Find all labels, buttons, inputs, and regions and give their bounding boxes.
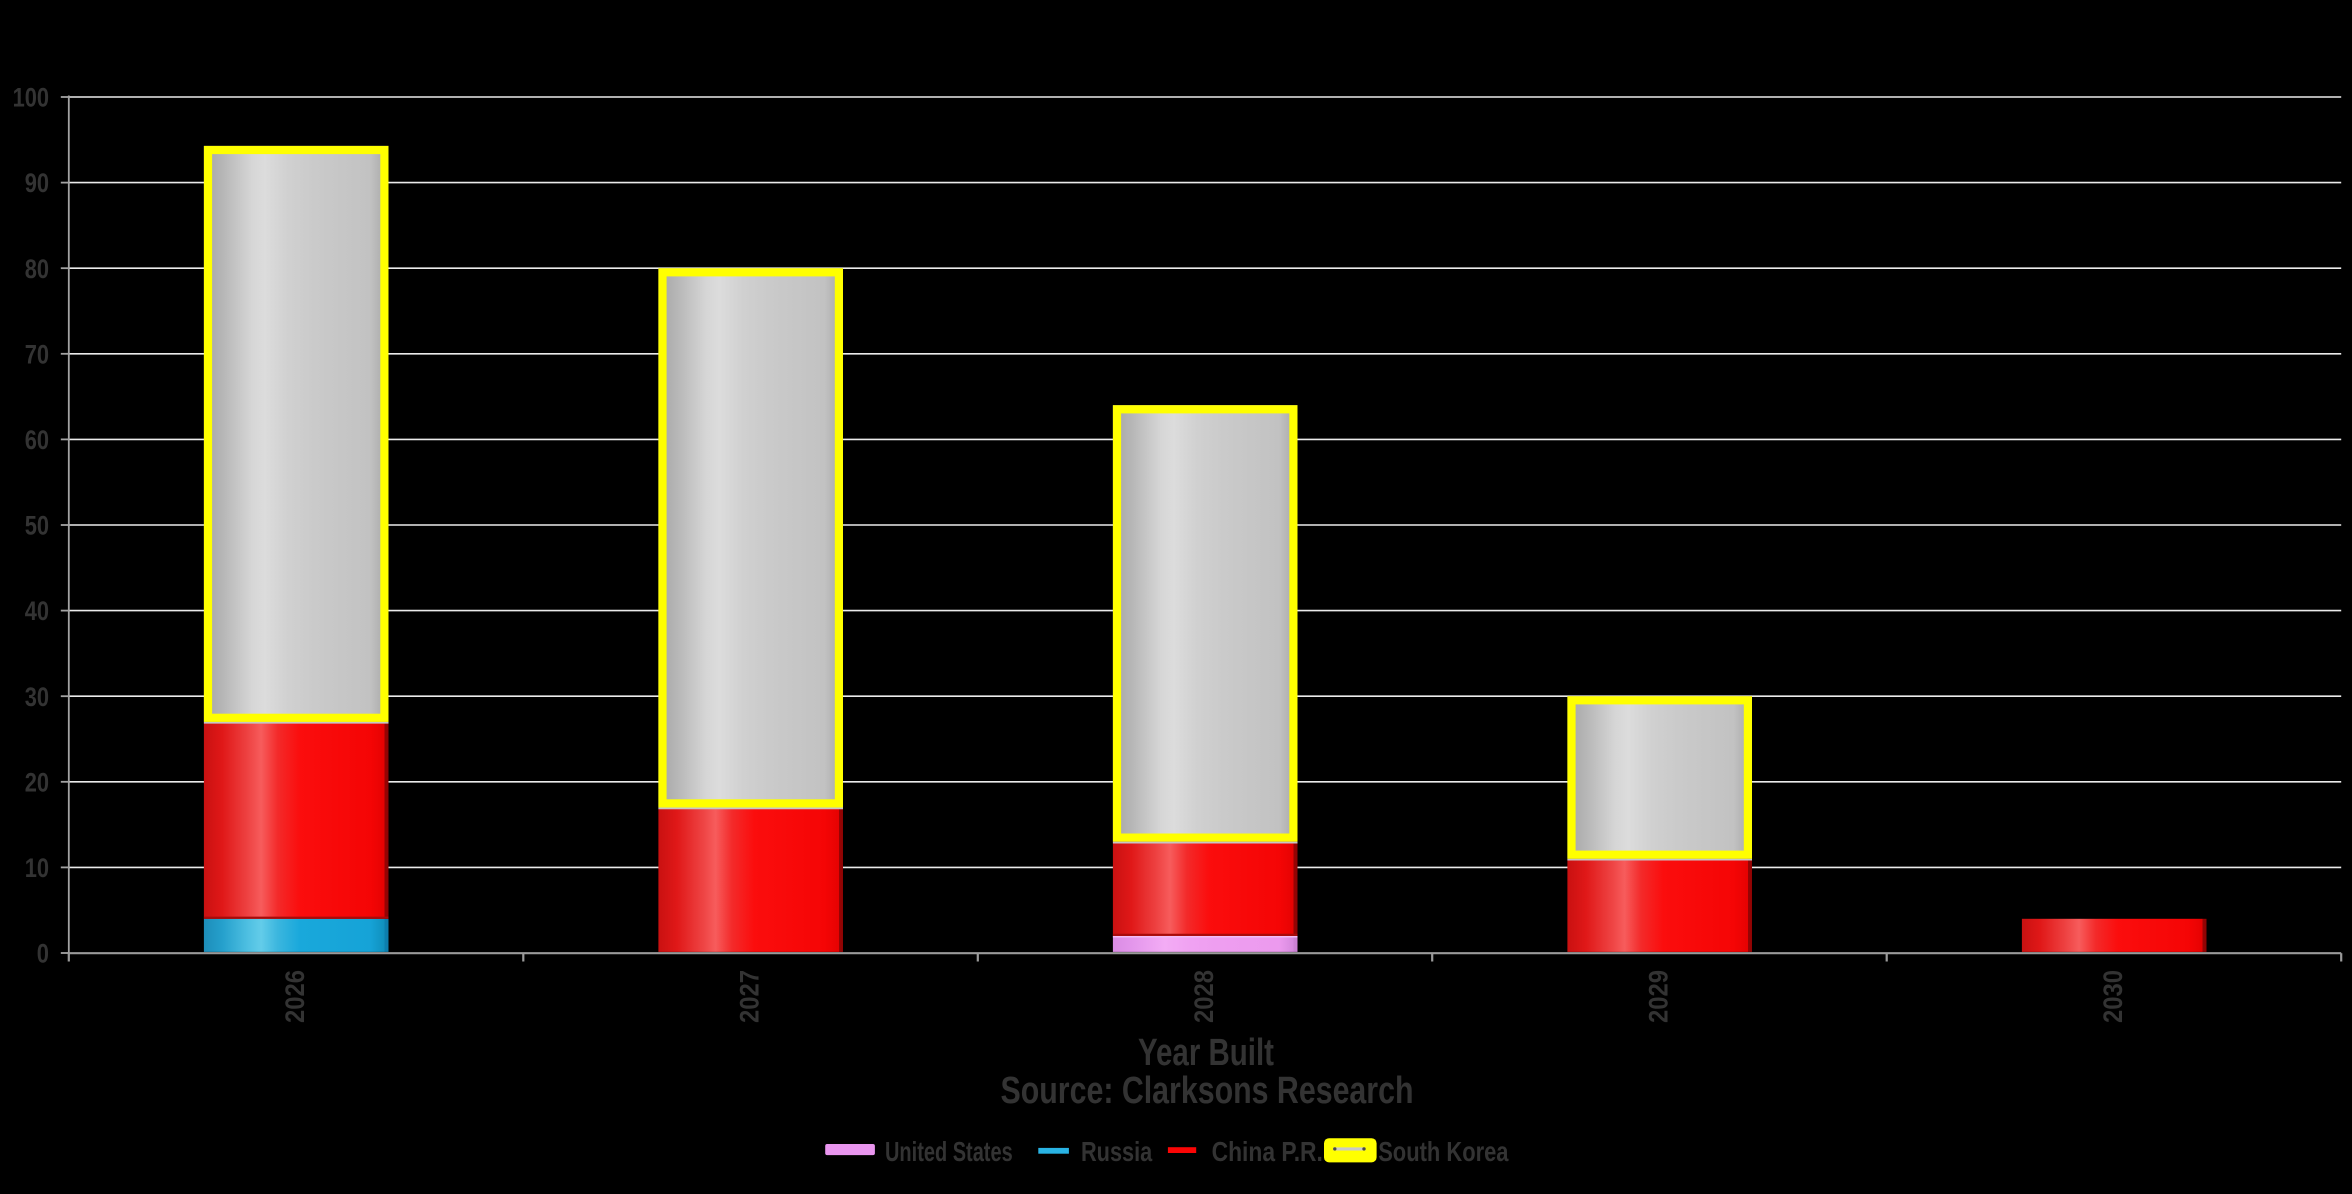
svg-text:2030: 2030 <box>2098 970 2128 1023</box>
svg-text:2026: 2026 <box>280 970 310 1023</box>
svg-text:40: 40 <box>25 596 49 626</box>
svg-text:90: 90 <box>25 168 49 198</box>
svg-text:80: 80 <box>25 254 49 284</box>
svg-text:2027: 2027 <box>735 970 765 1023</box>
svg-text:Year Built: Year Built <box>1138 1032 1274 1074</box>
svg-text:Source: Clarksons Research: Source: Clarksons Research <box>1001 1070 1414 1112</box>
svg-text:70: 70 <box>25 339 49 369</box>
svg-text:2028: 2028 <box>1189 970 1219 1023</box>
svg-text:United States: United States <box>885 1136 1013 1167</box>
svg-text:50: 50 <box>25 511 49 541</box>
svg-text:0: 0 <box>37 939 49 969</box>
svg-text:South Korea: South Korea <box>1378 1136 1509 1167</box>
svg-text:30: 30 <box>25 682 49 712</box>
svg-text:20: 20 <box>25 767 49 797</box>
svg-text:Russia: Russia <box>1081 1136 1153 1167</box>
svg-text:60: 60 <box>25 425 49 455</box>
svg-text:China P.R.: China P.R. <box>1212 1136 1323 1167</box>
svg-text:2029: 2029 <box>1644 970 1674 1023</box>
svg-text:10: 10 <box>25 853 49 883</box>
svg-text:100: 100 <box>13 83 49 113</box>
